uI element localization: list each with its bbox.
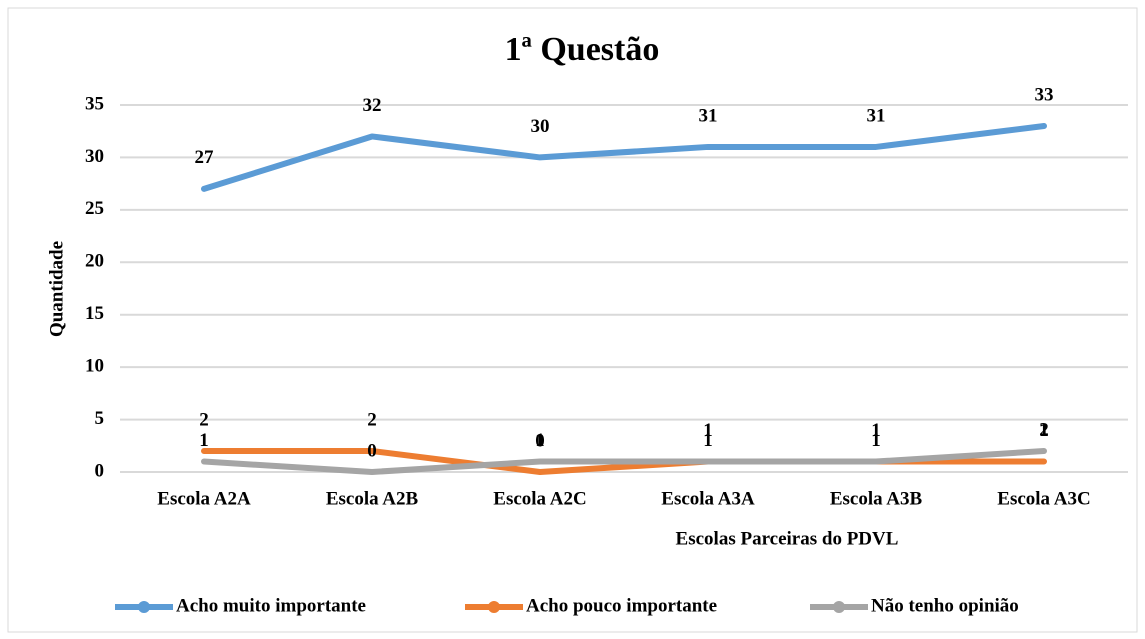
data-label: 31 [867, 105, 886, 126]
series-line [201, 448, 1047, 475]
legend-label: Não tenho opinião [871, 595, 1019, 616]
data-label: 0 [535, 430, 545, 451]
series-line [201, 122, 1047, 192]
y-tick-label: 30 [85, 146, 104, 167]
data-label: 1 [871, 430, 881, 451]
chart-title: 1ª Questão [505, 31, 660, 68]
x-axis-title: Escolas Parceiras do PDVL [676, 528, 899, 549]
data-label: 1 [871, 420, 881, 441]
data-label: 2 [199, 409, 209, 430]
data-label: 2 [1039, 419, 1049, 440]
legend-label: Acho muito importante [176, 595, 366, 616]
data-label: 33 [1035, 84, 1054, 105]
data-label: 1 [199, 430, 209, 451]
data-label: 27 [195, 147, 215, 168]
chart-frame [7, 7, 1138, 633]
x-tick-label: Escola A3A [661, 488, 755, 509]
x-tick-label: Escola A3C [997, 488, 1090, 509]
data-label: 1 [703, 430, 713, 451]
x-tick-label: Escola A2A [157, 488, 251, 509]
y-tick-label: 20 [85, 251, 104, 272]
data-label: 32 [363, 95, 382, 116]
y-axis-title: Quantidade [46, 241, 67, 337]
y-tick-label: 10 [85, 356, 104, 377]
data-label: 0 [367, 440, 377, 461]
legend-marker [138, 601, 150, 613]
legend-marker [488, 601, 500, 613]
legend-label: Acho pouco importante [526, 595, 717, 616]
x-tick-label: Escola A2B [326, 488, 419, 509]
legend-marker [833, 601, 845, 613]
y-tick-label: 0 [95, 460, 105, 481]
y-tick-label: 35 [85, 93, 104, 114]
x-tick-label: Escola A3B [830, 488, 923, 509]
data-label: 1 [1039, 420, 1049, 441]
data-label: 1 [535, 430, 545, 451]
x-tick-label: Escola A2C [493, 488, 586, 509]
data-label: 30 [531, 116, 550, 137]
y-tick-label: 25 [85, 198, 104, 219]
data-label: 31 [699, 105, 718, 126]
data-label: 1 [703, 420, 713, 441]
data-label: 2 [367, 409, 377, 430]
y-tick-label: 15 [85, 303, 104, 324]
y-tick-label: 5 [95, 408, 105, 429]
